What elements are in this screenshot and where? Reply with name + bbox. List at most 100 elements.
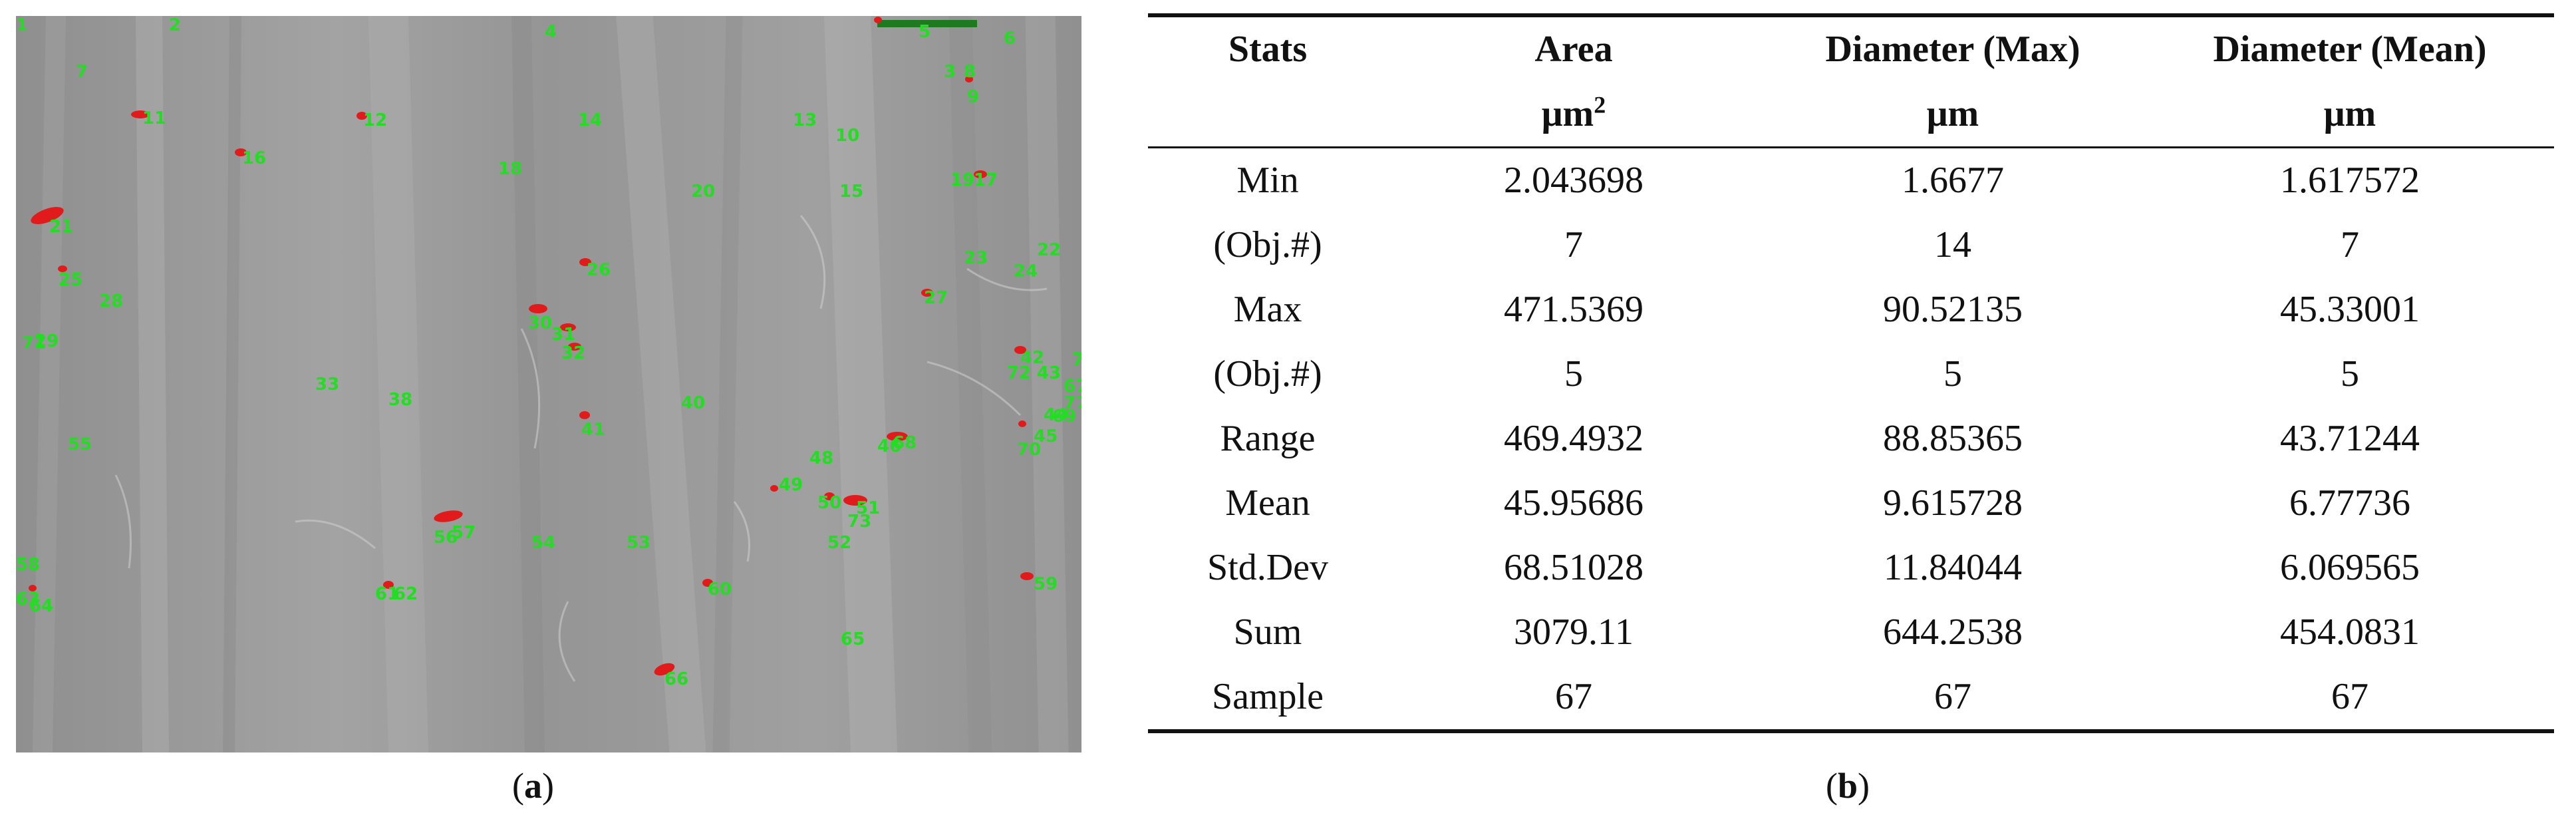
table-cell: 67: [1555, 676, 1592, 717]
object-label: 61: [375, 584, 399, 604]
object-label: 24: [1014, 261, 1038, 281]
table-cell: 1.6677: [1902, 160, 2004, 201]
table-row: Min 2.043698 1.6677 1.617572: [1148, 148, 2554, 214]
row-label: Sample: [1212, 676, 1324, 717]
unit-diameter-max: μm: [1760, 82, 2146, 148]
row-label: Max: [1233, 289, 1302, 330]
object-label: 40: [681, 393, 705, 413]
unit-area-base: μm: [1541, 93, 1594, 134]
object-label: 71: [22, 333, 46, 353]
object-label: 4: [545, 22, 557, 42]
table-row: Std.Dev 68.51028 11.84044 6.069565: [1148, 536, 2554, 600]
object-label: 52: [827, 533, 851, 553]
object-label: 73: [847, 512, 871, 532]
object-label: 69: [1052, 407, 1076, 426]
object-label: 2: [169, 16, 181, 35]
row-label: Sum: [1233, 611, 1302, 653]
object-label: 43: [1037, 363, 1061, 383]
micrograph-image: 1 2 3 4 5 6 7 8 9 10 11 12 13 14 15 16 1…: [16, 16, 1081, 752]
row-label: Std.Dev: [1207, 547, 1328, 588]
object-label: 30: [528, 313, 552, 333]
object-label: 70: [1017, 440, 1041, 460]
object-label: 8: [964, 62, 976, 82]
object-label: 42: [1020, 348, 1044, 368]
object-label: 12: [363, 110, 387, 130]
object-label: 10: [835, 126, 859, 146]
row-label: Range: [1220, 418, 1316, 459]
table-cell: 469.4932: [1504, 418, 1644, 459]
stats-table: Stats Area Diameter (Max) Diameter (Mean…: [1148, 13, 2554, 733]
table-cell: 3079.11: [1514, 611, 1634, 653]
header-area: Area: [1534, 29, 1613, 70]
panel-b-caption: (b): [1826, 766, 1870, 806]
table-cell: 5: [2341, 353, 2359, 395]
object-label: 9: [967, 87, 979, 107]
object-label: 16: [242, 148, 266, 168]
object-label: 14: [578, 110, 602, 130]
object-label: 46: [877, 436, 901, 456]
object-label: 18: [498, 159, 522, 179]
object-label: 17: [974, 170, 998, 190]
table-cell: 644.2538: [1883, 611, 2023, 653]
object-label: 53: [627, 533, 650, 553]
object-label: 23: [964, 248, 988, 268]
row-label: Mean: [1225, 482, 1310, 524]
row-label: (Obj.#): [1213, 224, 1322, 265]
object-label: 7: [76, 62, 88, 82]
unit-area-superscript: 2: [1594, 91, 1606, 118]
table-cell: 7: [2341, 224, 2359, 265]
object-label: 54: [531, 533, 555, 553]
object-label: 31: [551, 325, 575, 345]
surface-scratches: [114, 215, 1048, 682]
object-label: 49: [779, 475, 803, 495]
units-row: μm2 μm μm: [1148, 82, 2554, 148]
object-label: 57: [452, 523, 476, 543]
table-cell: 1.617572: [2280, 160, 2420, 201]
table-row: (Obj.#) 7 14 7: [1148, 213, 2554, 277]
object-label: 3: [944, 62, 956, 82]
table-cell: 9.615728: [1883, 482, 2023, 524]
object-label: 51: [856, 498, 880, 518]
object-label: 59: [1034, 574, 1058, 594]
header-diameter-mean: Diameter (Mean): [2213, 29, 2487, 70]
object-label: 19: [950, 170, 974, 190]
object-label: 38: [388, 390, 412, 410]
object-label: 65: [841, 629, 865, 649]
micrograph-panel: 1 2 3 4 5 6 7 8 9 10 11 12 13 14 15 16 1…: [16, 16, 1081, 752]
object-label: 20: [691, 182, 715, 202]
panel-b-letter: b: [1837, 766, 1858, 806]
object-label: 5: [919, 22, 930, 42]
object-label: 64: [29, 596, 53, 616]
table-cell: 2.043698: [1504, 160, 1644, 201]
unit-stats: [1148, 82, 1387, 148]
micrograph-background: [16, 16, 1081, 752]
table-cell: 68.51028: [1504, 547, 1644, 588]
particle-markers: [29, 17, 1034, 676]
object-label: 48: [809, 448, 833, 468]
table-cell: 6.77736: [2289, 482, 2410, 524]
object-label: 25: [59, 270, 82, 290]
object-label: 68: [893, 433, 917, 453]
object-label: 21: [49, 217, 73, 237]
table-cell: 5: [1564, 353, 1583, 395]
table-row: Sum 3079.11 644.2538 454.0831: [1148, 600, 2554, 665]
object-label: 6: [1004, 29, 1016, 49]
table-cell: 14: [1934, 224, 1971, 265]
object-label: 28: [99, 291, 123, 311]
object-label: 44: [1044, 405, 1068, 425]
table-cell: 6.069565: [2280, 547, 2420, 588]
table-cell: 7: [1564, 224, 1583, 265]
object-label: 56: [434, 528, 458, 548]
object-label: 63: [16, 589, 40, 609]
table-cell: 45.33001: [2280, 289, 2420, 330]
table-cell: 67: [1934, 676, 1971, 717]
object-label: 27: [924, 288, 948, 308]
table-cell: 471.5369: [1504, 289, 1644, 330]
table-row: Mean 45.95686 9.615728 6.77736: [1148, 471, 2554, 536]
object-label: 50: [817, 493, 841, 513]
table-cell: 454.0831: [2280, 611, 2420, 653]
header-stats: Stats: [1228, 29, 1308, 70]
object-label: 67: [1064, 377, 1081, 397]
object-label: 15: [839, 182, 863, 202]
object-number-labels: 1 2 3 4 5 6 7 8 9 10 11 12 13 14 15 16 1…: [16, 16, 1081, 689]
